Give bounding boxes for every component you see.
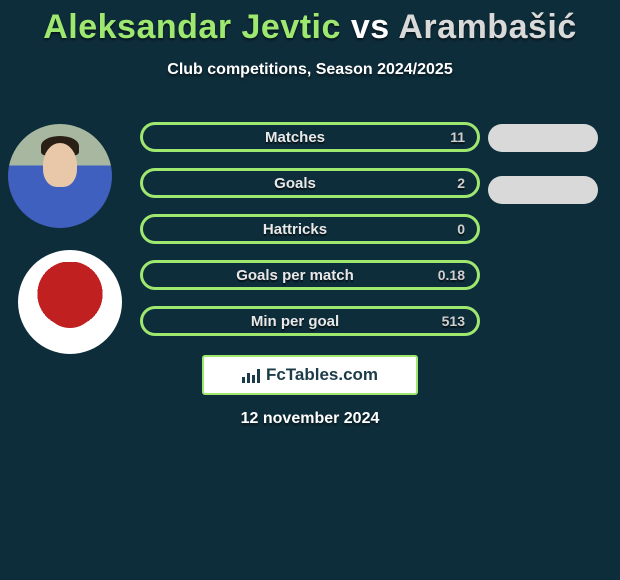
stat-value: 0.18 [435,267,465,283]
stat-row-goals-per-match: Goals per match 0.18 [140,260,480,290]
player1-name: Aleksandar Jevtic [43,8,341,46]
player2-matches-pill [488,124,598,152]
snapshot-date: 12 november 2024 [0,410,620,428]
stat-label: Goals per match [155,267,435,284]
stat-row-matches: Matches 11 [140,122,480,152]
subtitle: Club competitions, Season 2024/2025 [0,61,620,79]
comparison-title: Aleksandar Jevtic vs Arambašić [0,0,620,47]
player2-goals-pill [488,176,598,204]
stat-value: 513 [435,313,465,329]
stat-value: 0 [435,221,465,237]
player2-name: Arambašić [398,8,576,46]
stat-label: Matches [155,129,435,146]
stats-panel: Matches 11 Goals 2 Hattricks 0 Goals per… [140,122,480,352]
stat-value: 2 [435,175,465,191]
branding-text: FcTables.com [266,365,378,385]
player1-photo [8,124,112,228]
stat-row-min-per-goal: Min per goal 513 [140,306,480,336]
stat-label: Goals [155,175,435,192]
stat-label: Min per goal [155,313,435,330]
bar-chart-icon [242,367,260,383]
stat-row-goals: Goals 2 [140,168,480,198]
stat-row-hattricks: Hattricks 0 [140,214,480,244]
stat-label: Hattricks [155,221,435,238]
player1-club-crest [18,250,122,354]
vs-word: vs [351,8,390,46]
branding-box: FcTables.com [202,355,418,395]
stat-value: 11 [435,129,465,145]
